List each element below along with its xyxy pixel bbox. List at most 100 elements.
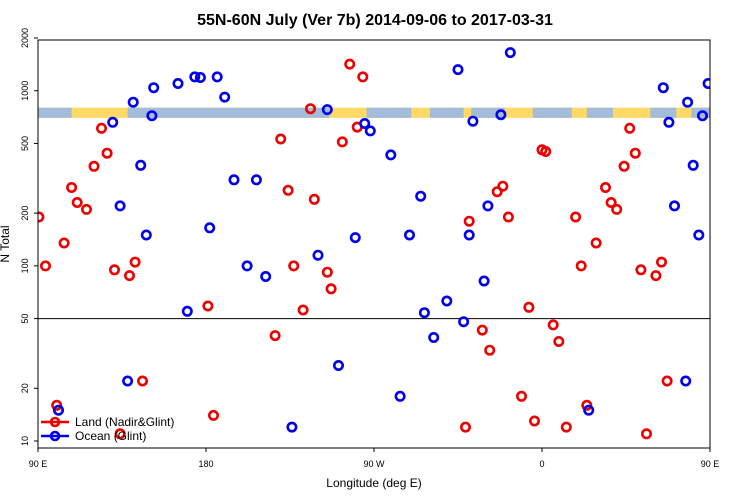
ocean-point bbox=[146, 110, 158, 122]
land-point bbox=[515, 390, 527, 402]
land-point bbox=[540, 146, 552, 158]
y-axis-label: N Total bbox=[0, 225, 12, 262]
legend-ocean-marker bbox=[49, 430, 61, 442]
ocean-point bbox=[364, 125, 376, 137]
land-point bbox=[605, 197, 617, 209]
map-strip-ocean bbox=[38, 107, 72, 118]
ocean-point bbox=[696, 110, 708, 122]
ocean-point bbox=[463, 229, 475, 241]
ocean-point bbox=[415, 190, 427, 202]
land-point bbox=[629, 147, 641, 159]
y-tick-label: 10 bbox=[20, 436, 30, 446]
ocean-point bbox=[452, 64, 464, 76]
land-point bbox=[282, 184, 294, 196]
data-points bbox=[38, 47, 710, 440]
ocean-point bbox=[478, 275, 490, 287]
ocean-point bbox=[403, 229, 415, 241]
ocean-point bbox=[219, 91, 231, 103]
y-tick-label: 100 bbox=[20, 258, 30, 273]
land-point bbox=[523, 301, 535, 313]
map-strip-ocean bbox=[366, 107, 412, 118]
y-tick-label: 2000 bbox=[20, 28, 30, 48]
legend-land-label: Land (Nadir&Glint) bbox=[75, 415, 174, 429]
land-point bbox=[528, 415, 540, 427]
ocean-point bbox=[504, 47, 516, 59]
land-point bbox=[624, 122, 636, 134]
land-point bbox=[124, 270, 136, 282]
land-point bbox=[58, 237, 70, 249]
land-point bbox=[308, 193, 320, 205]
ocean-point bbox=[495, 109, 507, 121]
legend-ocean-label: Ocean (Glint) bbox=[75, 429, 146, 443]
ocean-point bbox=[458, 316, 470, 328]
land-point bbox=[101, 147, 113, 159]
ocean-point bbox=[682, 96, 694, 108]
ocean-point bbox=[204, 222, 216, 234]
land-point bbox=[618, 160, 630, 172]
ocean-point bbox=[693, 229, 705, 241]
land-point bbox=[304, 103, 316, 115]
y-axis: 10 20 50 100 200 500 1000 2000 bbox=[20, 28, 38, 446]
y-tick-label: 1000 bbox=[20, 81, 30, 101]
land-point bbox=[650, 270, 662, 282]
ocean-point bbox=[482, 200, 494, 212]
land-point bbox=[88, 160, 100, 172]
ocean-point bbox=[107, 116, 119, 128]
map-strip-ocean bbox=[430, 107, 464, 118]
land-point bbox=[129, 256, 141, 268]
land-point bbox=[484, 344, 496, 356]
x-axis-label: Longitude (deg E) bbox=[326, 476, 421, 490]
land-point bbox=[344, 58, 356, 70]
ocean-point bbox=[663, 116, 675, 128]
land-point bbox=[269, 330, 281, 342]
ocean-point bbox=[467, 115, 479, 127]
ocean-point bbox=[418, 307, 430, 319]
ocean-point bbox=[194, 72, 206, 84]
land-point bbox=[202, 300, 214, 312]
land-point bbox=[109, 264, 121, 276]
land-point bbox=[599, 182, 611, 194]
x-tick-label: 0 bbox=[539, 459, 544, 469]
ocean-point bbox=[359, 118, 371, 130]
ocean-point bbox=[668, 200, 680, 212]
land-point bbox=[288, 260, 300, 272]
land-point bbox=[497, 180, 509, 192]
y-tick-label: 500 bbox=[20, 136, 30, 151]
x-tick-label: 90 E bbox=[701, 459, 720, 469]
ocean-point bbox=[122, 375, 134, 387]
plot-frame bbox=[37, 39, 711, 449]
ocean-point bbox=[321, 104, 333, 116]
land-point bbox=[491, 186, 503, 198]
land-point bbox=[66, 182, 78, 194]
legend-land-marker bbox=[49, 416, 61, 428]
map-strip-ocean bbox=[586, 107, 613, 118]
land-point bbox=[39, 260, 51, 272]
map-strip-ocean bbox=[650, 107, 677, 118]
land-point bbox=[357, 71, 369, 83]
ocean-point bbox=[250, 174, 262, 186]
y-tick-label: 50 bbox=[20, 314, 30, 324]
land-point bbox=[321, 266, 333, 278]
x-tick-label: 90 W bbox=[363, 459, 385, 469]
ocean-point bbox=[228, 174, 240, 186]
ocean-point bbox=[189, 71, 201, 83]
ocean-point bbox=[657, 82, 669, 94]
map-strip-ocean bbox=[532, 107, 572, 118]
land-point bbox=[459, 421, 471, 433]
ocean-point bbox=[680, 375, 692, 387]
land-point bbox=[635, 264, 647, 276]
land-point bbox=[640, 428, 652, 440]
land-point bbox=[547, 319, 559, 331]
map-strip-ocean bbox=[127, 107, 330, 118]
land-point bbox=[655, 256, 667, 268]
y-tick-label: 20 bbox=[20, 383, 30, 393]
ocean-point bbox=[211, 71, 223, 83]
ocean-point bbox=[135, 159, 147, 171]
x-tick-label: 90 E bbox=[29, 459, 48, 469]
land-point bbox=[275, 133, 287, 145]
land-point bbox=[502, 211, 514, 223]
ocean-point bbox=[702, 78, 710, 89]
legend: Land (Nadir&Glint) Ocean (Glint) bbox=[41, 415, 174, 443]
ocean-point bbox=[441, 295, 453, 307]
land-point bbox=[560, 421, 572, 433]
